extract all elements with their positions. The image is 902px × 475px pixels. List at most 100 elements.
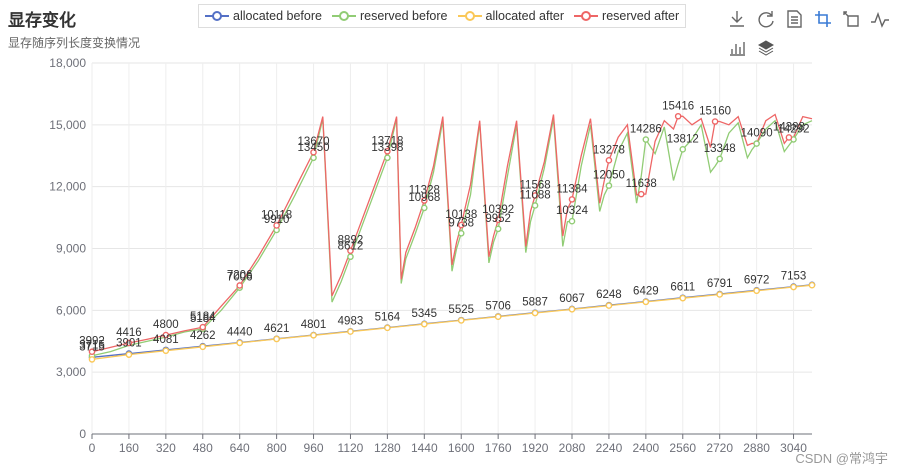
data-label-reserved-after: 14388 [773,121,805,133]
data-point-reserved-after [384,147,391,155]
legend-item-allocated-after[interactable]: allocated after [457,9,564,23]
refresh-icon[interactable] [755,8,777,30]
data-label-allocated-before: 6791 [707,278,733,290]
data-point-reserved-after [310,148,317,156]
data-label-reserved-before: 10324 [556,205,589,217]
data-label-reserved-after: 15160 [699,106,731,118]
zoom-icon[interactable] [812,8,834,30]
x-tick-label: 3040 [780,441,807,455]
data-view-icon[interactable] [783,8,805,30]
legend-swatch-yellow [457,11,482,21]
x-tick-label: 2880 [743,441,770,455]
x-tick-label: 2720 [706,441,733,455]
data-point-reserved-after [531,192,539,199]
data-label-reserved-after: 11638 [626,178,657,190]
x-tick-label: 1120 [338,441,364,455]
data-label-reserved-before: 14292 [778,123,810,135]
x-tick-label: 320 [156,441,176,455]
data-label-allocated-before: 3901 [116,338,142,350]
data-point-reserved-after [637,190,645,198]
data-point-reserved-after [347,247,354,255]
data-label-reserved-after: 13278 [593,144,625,156]
data-label-reserved-after: 13718 [371,135,403,147]
data-label-reserved-after: 4800 [153,319,179,331]
zoom-reset-icon[interactable] [840,8,862,30]
data-label-allocated-before: 6611 [670,282,695,294]
x-tick-label: 640 [230,441,250,455]
legend-label: allocated before [233,9,322,23]
legend-swatch-green [331,11,356,21]
bar-chart-icon[interactable] [726,37,748,59]
data-label-allocated-before: 5887 [522,297,548,309]
data-label-allocated-before: 4440 [227,326,253,338]
data-label-reserved-before: 9910 [264,214,290,226]
data-label-allocated-before: 6429 [633,285,659,297]
data-label-reserved-after: 15416 [662,100,694,112]
watermark: CSDN @常鸿宇 [795,451,888,466]
data-label-allocated-before: 6067 [559,293,585,305]
legend-item-reserved-after[interactable]: reserved after [574,9,679,23]
x-tick-label: 1600 [448,441,475,455]
data-label-reserved-before: 12050 [593,170,625,182]
data-point-reserved-before [716,155,723,163]
data-point-allocated-after [531,309,539,317]
line-chart-icon[interactable] [869,8,891,30]
data-label-reserved-before: 3715 [79,340,105,352]
legend-item-reserved-before[interactable]: reserved before [331,9,448,23]
legend-swatch-red [574,11,599,21]
data-point-allocated-after [88,356,96,363]
data-point-allocated-after [716,291,723,298]
data-label-reserved-before: 8612 [338,241,364,253]
data-point-allocated-after [808,281,816,289]
data-label-allocated-before: 5525 [448,304,474,316]
data-label-reserved-before: 7006 [227,272,253,284]
data-label-reserved-before: 9738 [448,217,474,229]
data-label-reserved-before: 13398 [371,142,403,154]
data-label-reserved-after: 13670 [298,136,330,148]
data-point-reserved-before [568,217,576,225]
x-tick-label: 1760 [485,441,512,455]
data-label-reserved-after: 7206 [227,269,253,281]
series-line-reserved-before [91,118,813,357]
x-tick-label: 160 [119,441,139,455]
data-label-reserved-before: 14286 [630,124,662,136]
data-point-allocated-after [679,294,687,302]
x-tick-label: 1440 [411,441,438,455]
data-point-reserved-after [568,196,576,203]
x-tick-label: 2080 [559,441,586,455]
data-label-reserved-after: 8892 [338,235,364,247]
data-label-reserved-after: 11568 [520,180,551,192]
stack-icon[interactable] [755,37,777,59]
data-point-allocated-after [199,343,207,351]
data-point-reserved-before [494,225,502,233]
chart-subtitle: 显存随序列长度变换情况 [8,36,141,50]
legend-item-allocated-before[interactable]: allocated before [205,9,322,23]
data-label-reserved-after: 10138 [445,209,477,221]
y-tick-label: 15,000 [49,118,86,132]
data-point-reserved-before [347,253,354,261]
data-label-reserved-before: 10968 [408,192,440,204]
data-point-allocated-after [494,313,502,321]
data-label-allocated-before: 5706 [485,300,511,312]
x-tick-label: 0 [89,441,96,455]
data-label-allocated-before: 4081 [153,334,179,346]
data-point-reserved-after [421,197,428,204]
data-point-allocated-after [753,287,760,295]
data-point-reserved-after [199,323,207,331]
data-label-reserved-after: 4416 [116,327,142,339]
data-label-reserved-after: 11328 [409,185,440,197]
data-point-reserved-after [162,331,170,339]
data-point-allocated-after [421,320,428,328]
data-point-allocated-after [125,351,133,358]
data-label-allocated-before: 6248 [596,289,622,301]
legend-label: reserved before [359,9,448,23]
data-point-reserved-before [531,202,539,209]
data-point-reserved-after [785,134,793,141]
data-label-reserved-after: 11384 [556,183,588,195]
data-point-reserved-after [125,339,133,347]
x-tick-label: 2560 [669,441,696,455]
chart-title: 显存变化 [8,11,76,30]
data-point-reserved-after [273,222,280,229]
download-icon[interactable] [726,8,748,30]
